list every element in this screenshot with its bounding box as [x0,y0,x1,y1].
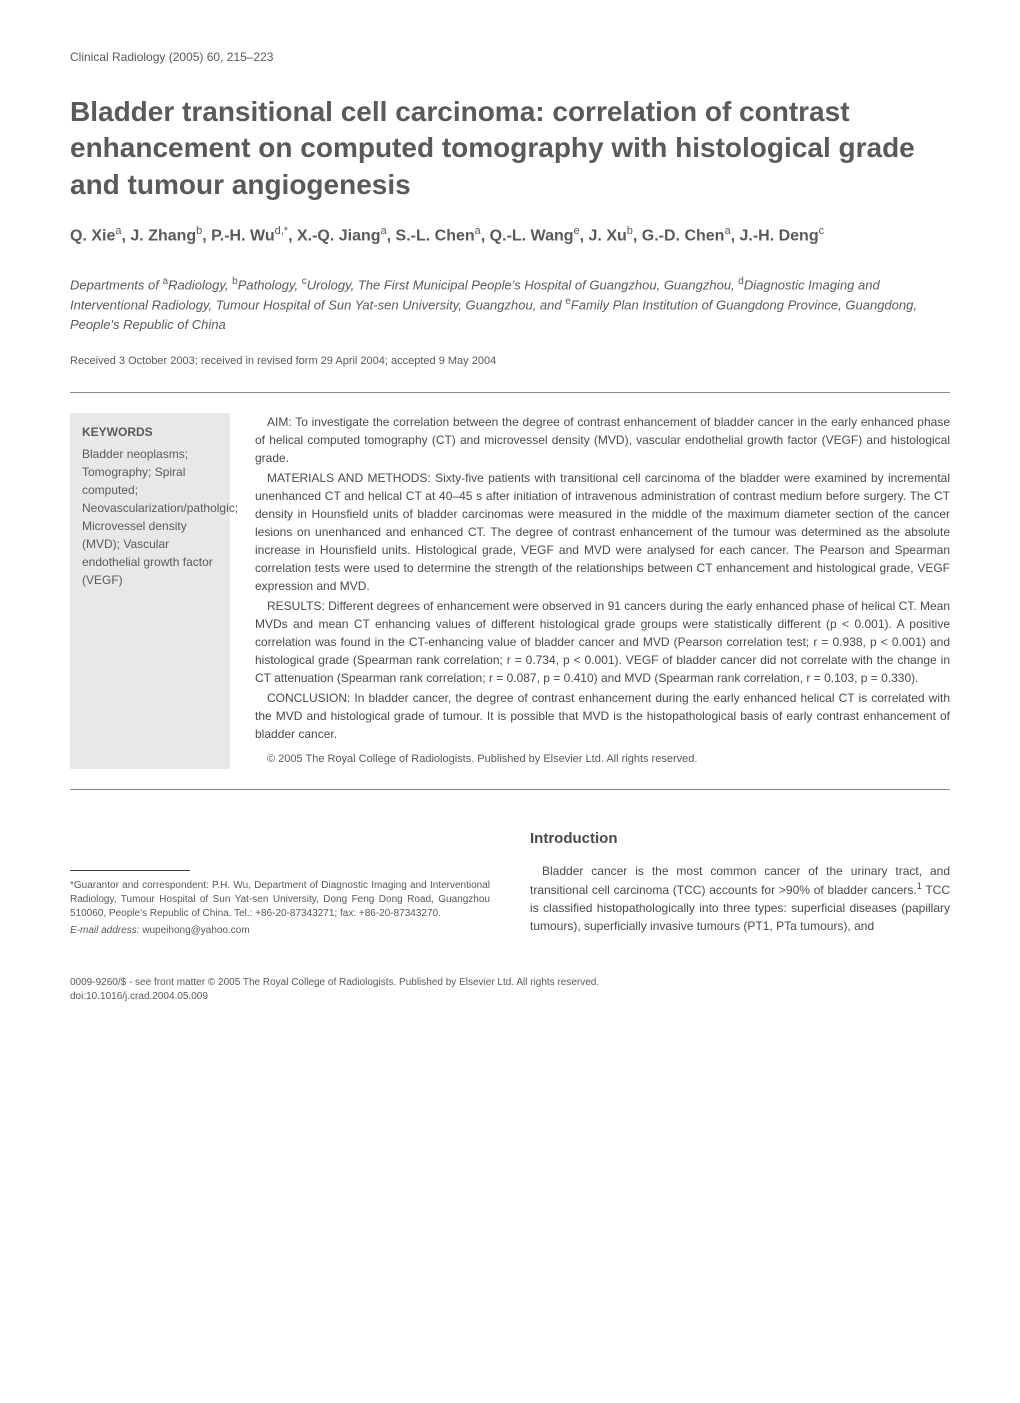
revision-dates: Received 3 October 2003; received in rev… [70,355,950,367]
journal-citation: Clinical Radiology (2005) 60, 215–223 [70,50,950,64]
correspondent-footnote: *Guarantor and correspondent: P.H. Wu, D… [70,879,490,921]
abstract-content: AIM: To investigate the correlation betw… [255,413,950,770]
body-columns: *Guarantor and correspondent: P.H. Wu, D… [70,830,950,936]
footer: 0009-9260/$ - see front matter © 2005 Th… [70,976,950,1004]
footer-issn: 0009-9260/$ - see front matter © 2005 Th… [70,976,950,990]
keywords-heading: KEYWORDS [82,425,218,439]
footer-doi: doi:10.1016/j.crad.2004.05.009 [70,990,950,1004]
right-column: Introduction Bladder cancer is the most … [530,830,950,936]
abstract-aim: AIM: To investigate the correlation betw… [255,413,950,467]
email-address: wupeihong@yahoo.com [142,925,249,936]
abstract-container: KEYWORDS Bladder neoplasms; Tomography; … [70,392,950,791]
authors-list: Q. Xiea, J. Zhangb, P.-H. Wud,*, X.-Q. J… [70,223,950,248]
keywords-list: Bladder neoplasms; Tomography; Spiral co… [82,445,218,589]
left-column: *Guarantor and correspondent: P.H. Wu, D… [70,830,490,936]
abstract-results: RESULTS: Different degrees of enhancemen… [255,597,950,687]
affiliations: Departments of aRadiology, bPathology, c… [70,274,950,335]
abstract-copyright: © 2005 The Royal College of Radiologists… [255,751,950,768]
abstract-materials: MATERIALS AND METHODS: Sixty-five patien… [255,469,950,595]
correspondent-email: E-mail address: wupeihong@yahoo.com [70,925,490,936]
keywords-sidebar: KEYWORDS Bladder neoplasms; Tomography; … [70,413,230,770]
footnote-divider [70,870,190,871]
article-title: Bladder transitional cell carcinoma: cor… [70,94,950,203]
email-label: E-mail address: [70,925,139,936]
introduction-heading: Introduction [530,830,950,847]
introduction-text: Bladder cancer is the most common cancer… [530,862,950,935]
abstract-conclusion: CONCLUSION: In bladder cancer, the degre… [255,689,950,743]
